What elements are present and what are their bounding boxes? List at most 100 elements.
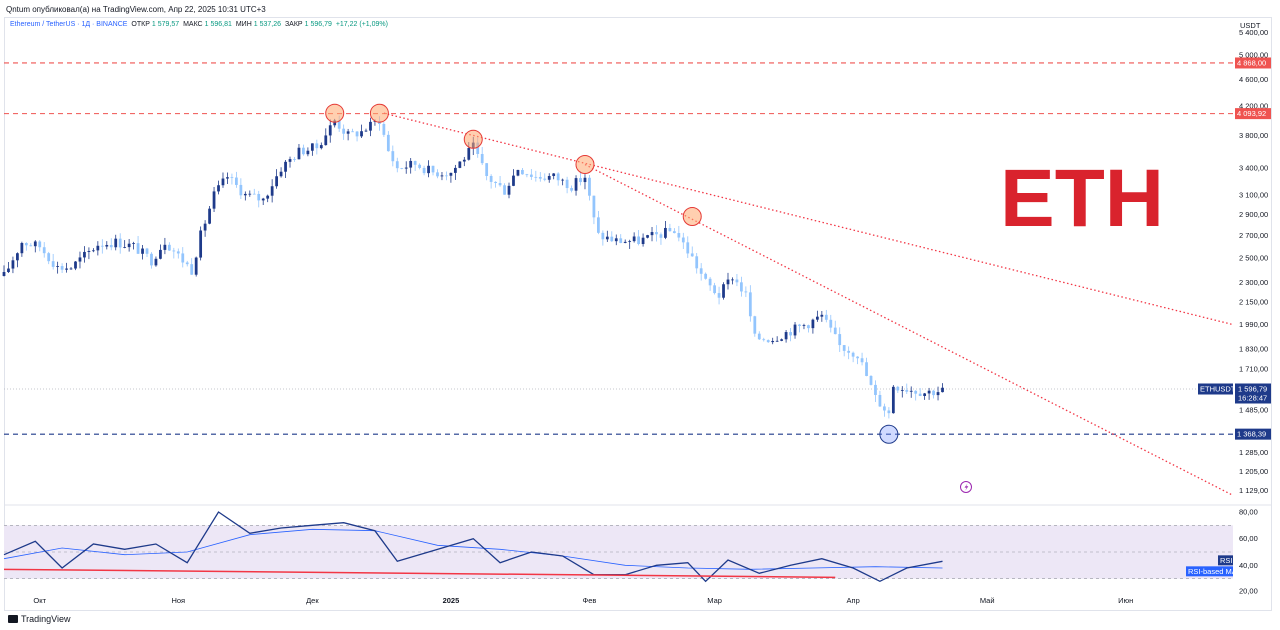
- swing-high-marker[interactable]: [463, 129, 483, 149]
- candle-body: [275, 176, 278, 187]
- candle-body: [176, 251, 180, 254]
- candle-body: [235, 177, 238, 185]
- candle-body: [489, 176, 493, 182]
- candle-body: [199, 230, 203, 258]
- price-tick-label: 3 800,00: [1239, 131, 1268, 140]
- candle-body: [927, 390, 931, 394]
- swing-high-marker[interactable]: [325, 103, 345, 123]
- legend-open-label: ОТКР: [131, 21, 150, 28]
- candles: [2, 115, 944, 419]
- candle-body: [655, 232, 658, 235]
- candle-body: [355, 131, 359, 137]
- candle-body: [561, 179, 565, 181]
- candle-body: [212, 191, 216, 209]
- tradingview-icon: [8, 615, 18, 623]
- legend-symbol[interactable]: Ethereum / TetherUS · 1Д · BINANCE: [10, 21, 128, 28]
- candle-body: [538, 177, 542, 179]
- candle-body: [190, 264, 194, 275]
- candle-body: [735, 279, 739, 283]
- candle-body: [789, 332, 792, 336]
- swing-high-marker[interactable]: [369, 103, 389, 123]
- candle-body: [56, 266, 60, 267]
- candle-body: [731, 279, 734, 281]
- candle-body: [860, 358, 864, 363]
- candle-body: [194, 257, 198, 275]
- bar-countdown: 16:28:47: [1238, 394, 1267, 403]
- rsi-ma-line: [3, 528, 943, 570]
- candle-body: [628, 241, 632, 242]
- candle-body: [507, 185, 511, 195]
- candle-body: [802, 325, 806, 327]
- resistance-trendline[interactable]: [383, 112, 1234, 326]
- candle-body: [883, 406, 886, 411]
- legend-high-label: МАКС: [183, 21, 203, 28]
- candle-body: [753, 316, 757, 334]
- candle-body: [641, 237, 645, 245]
- swing-high-marker[interactable]: [682, 206, 702, 226]
- candle-body: [150, 253, 153, 266]
- candle-body: [690, 253, 694, 257]
- candle-body: [762, 339, 766, 341]
- candle-body: [780, 339, 784, 341]
- candle-body: [413, 160, 417, 165]
- candle-body: [900, 390, 904, 391]
- lightning-alert-icon[interactable]: [960, 481, 972, 493]
- candle-body: [145, 248, 149, 254]
- candle-body: [87, 250, 91, 252]
- candle-body: [288, 159, 292, 162]
- rsi-trendline[interactable]: [3, 568, 836, 579]
- candle-body: [516, 169, 520, 176]
- time-tick-label: Май: [980, 596, 995, 605]
- candle-body: [83, 251, 86, 258]
- candle-body: [476, 142, 480, 154]
- candle-body: [820, 314, 824, 317]
- candle-body: [543, 178, 547, 180]
- candle-body: [552, 173, 556, 177]
- candle-body: [418, 164, 422, 168]
- candle-body: [445, 175, 448, 177]
- rsi-axis[interactable]: 80,00 60,00 40,00 20,00 RSI RSI-based MA: [1186, 508, 1258, 596]
- candle-body: [78, 257, 82, 262]
- rsi-line: [3, 511, 943, 583]
- time-axis[interactable]: Окт Ноя Дек 2025 Фев Мар Апр Май Июн: [33, 596, 1133, 605]
- candle-body: [579, 178, 582, 183]
- candle-body: [565, 179, 569, 189]
- current-price-value: 1 596,79: [1238, 385, 1267, 394]
- candle-body: [33, 241, 37, 247]
- rsi-ma-tag: [1186, 566, 1233, 577]
- candle-body: [257, 193, 261, 201]
- tradingview-logo[interactable]: TradingView: [8, 614, 71, 624]
- price-tick-label: 2 700,00: [1239, 231, 1268, 240]
- candle-body: [436, 172, 439, 177]
- candle-body: [592, 195, 596, 218]
- candle-body: [109, 245, 113, 248]
- price-tick-label: 1 485,00: [1239, 406, 1268, 415]
- swing-high-marker[interactable]: [575, 155, 595, 175]
- footer-brand: TradingView: [21, 614, 71, 624]
- swing-low-marker[interactable]: [879, 424, 899, 444]
- candle-body: [838, 334, 842, 346]
- price-axis[interactable]: USDT 5 400,00 5 000,00 4 600,00 4 200,00 3 8…: [1198, 21, 1271, 495]
- candle-body: [7, 268, 10, 273]
- legend-low-value: 1 537,26: [253, 21, 281, 28]
- candle-body: [306, 150, 310, 155]
- candle-body: [114, 238, 118, 248]
- chart-frame: [4, 17, 1272, 611]
- price-tick-label: 2 900,00: [1239, 210, 1268, 219]
- price-tick-label: 4 200,00: [1239, 102, 1268, 111]
- price-tick-label: 1 830,00: [1239, 345, 1268, 354]
- price-tick-label: 1 990,00: [1239, 320, 1268, 329]
- candle-body: [369, 121, 372, 131]
- candle-body: [279, 171, 283, 177]
- rsi-pane: [3, 511, 1233, 583]
- candle-body: [766, 340, 770, 343]
- candle-body: [632, 236, 636, 242]
- candle-body: [16, 253, 19, 261]
- candle-body: [467, 148, 471, 160]
- candle-body: [534, 176, 538, 178]
- price-tick-label: 3 100,00: [1239, 190, 1268, 199]
- price-tick-label: 2 300,00: [1239, 278, 1268, 287]
- candle-body: [221, 178, 225, 186]
- candle-body: [869, 375, 873, 385]
